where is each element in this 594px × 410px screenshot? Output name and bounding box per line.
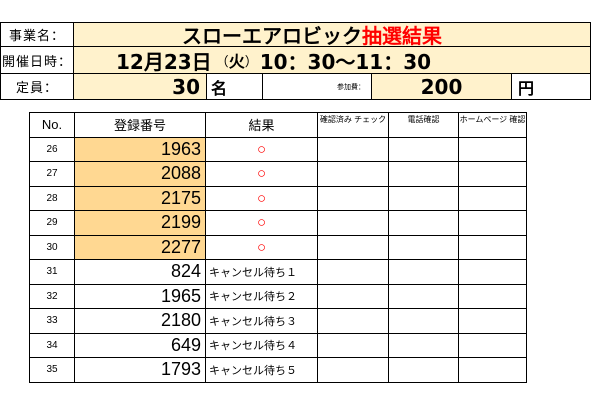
fee-value: 200 [371, 73, 512, 100]
col-header-phone: 電話確認 [388, 112, 459, 138]
result-cell: キャンセル待ち３ [205, 308, 318, 334]
row-number: 28 [29, 185, 75, 211]
result-cell: キャンセル待ち２ [205, 283, 318, 309]
phone-check-cell [388, 234, 459, 260]
confirmed-check-cell [317, 308, 389, 334]
registration-number: 2175 [74, 185, 206, 211]
table-row: 35 1793 キャンセル待ち５ [29, 357, 527, 383]
confirmed-check-cell [317, 357, 389, 383]
homepage-check-cell [458, 210, 527, 236]
result-cell: ○ [205, 234, 318, 260]
event-name: スローエアロビック [182, 24, 362, 48]
homepage-check-cell [458, 161, 527, 187]
confirmed-check-cell [317, 332, 389, 358]
table-row: 30 2277 ○ [29, 234, 527, 260]
registration-number: 824 [74, 259, 206, 285]
capacity-value: 30 [73, 73, 207, 100]
confirmed-check-cell [317, 136, 389, 162]
table-row: 29 2199 ○ [29, 210, 527, 236]
table-row: 26 1963 ○ [29, 136, 527, 162]
col-header-reg: 登録番号 [74, 112, 206, 138]
row-number: 34 [29, 332, 75, 358]
time-value: 10：30～11：30 [259, 49, 432, 74]
result-cell: キャンセル待ち５ [205, 357, 318, 383]
table-row: 32 1965 キャンセル待ち２ [29, 283, 527, 309]
registration-number: 1965 [74, 283, 206, 309]
table-row: 27 2088 ○ [29, 161, 527, 187]
date-row: 12月23日 （ 火 ） 10：30～11：30 [73, 46, 591, 74]
confirmed-check-cell [317, 161, 389, 187]
homepage-check-cell [458, 357, 527, 383]
fee-unit: 円 [511, 73, 591, 100]
confirmed-check-cell [317, 210, 389, 236]
phone-check-cell [388, 332, 459, 358]
result-cell: キャンセル待ち４ [205, 332, 318, 358]
table-row: 34 649 キャンセル待ち４ [29, 332, 527, 358]
weekday: 火 [228, 52, 245, 71]
table-row: 31 824 キャンセル待ち１ [29, 259, 527, 285]
col-header-no: No. [29, 112, 75, 138]
weekday-close: ） [244, 54, 258, 70]
weekday-open: （ [215, 54, 229, 70]
homepage-check-cell [458, 136, 527, 162]
registration-number: 1963 [74, 136, 206, 162]
col-header-confirmed: 確認済み チェック [317, 112, 389, 138]
row-number: 31 [29, 259, 75, 285]
event-title: スローエアロビック 抽選結果 [73, 22, 591, 48]
confirmed-check-cell [317, 283, 389, 309]
row-number: 27 [29, 161, 75, 187]
row-number: 32 [29, 283, 75, 309]
table-row: 33 2180 キャンセル待ち３ [29, 308, 527, 334]
results-table: No. 登録番号 結果 確認済み チェック 電話確認 ホームページ 確認 26 1… [29, 112, 527, 383]
event-label: 事業名： [0, 22, 74, 47]
row-number: 33 [29, 308, 75, 334]
result-cell: ○ [205, 161, 318, 187]
homepage-check-cell [458, 308, 527, 334]
confirmed-check-cell [317, 234, 389, 260]
homepage-check-cell [458, 234, 527, 260]
date-label: 開催日時： [0, 46, 74, 74]
col-header-homepage: ホームページ 確認 [458, 112, 527, 138]
row-number: 26 [29, 136, 75, 162]
row-number: 35 [29, 357, 75, 383]
registration-number: 649 [74, 332, 206, 358]
registration-number: 2180 [74, 308, 206, 334]
result-cell: ○ [205, 136, 318, 162]
confirmed-check-cell [317, 185, 389, 211]
table-header-row: No. 登録番号 結果 確認済み チェック 電話確認 ホームページ 確認 [29, 112, 527, 138]
homepage-check-cell [458, 259, 527, 285]
phone-check-cell [388, 283, 459, 309]
confirmed-check-cell [317, 259, 389, 285]
table-row: 28 2175 ○ [29, 185, 527, 211]
result-cell: ○ [205, 185, 318, 211]
phone-check-cell [388, 161, 459, 187]
fee-label: 参加費： [262, 73, 372, 100]
col-header-result: 結果 [205, 112, 318, 138]
phone-check-cell [388, 185, 459, 211]
result-cell: ○ [205, 210, 318, 236]
registration-number: 2088 [74, 161, 206, 187]
phone-check-cell [388, 210, 459, 236]
phone-check-cell [388, 357, 459, 383]
homepage-check-cell [458, 185, 527, 211]
row-number: 29 [29, 210, 75, 236]
date-value: 12月23日 [116, 49, 212, 74]
homepage-check-cell [458, 283, 527, 309]
capacity-label: 定員： [0, 73, 74, 100]
phone-check-cell [388, 136, 459, 162]
phone-check-cell [388, 308, 459, 334]
result-cell: キャンセル待ち１ [205, 259, 318, 285]
registration-number: 1793 [74, 357, 206, 383]
registration-number: 2277 [74, 234, 206, 260]
homepage-check-cell [458, 332, 527, 358]
registration-number: 2199 [74, 210, 206, 236]
row-number: 30 [29, 234, 75, 260]
event-suffix: 抽選結果 [362, 24, 442, 48]
phone-check-cell [388, 259, 459, 285]
capacity-unit: 名 [206, 73, 263, 100]
